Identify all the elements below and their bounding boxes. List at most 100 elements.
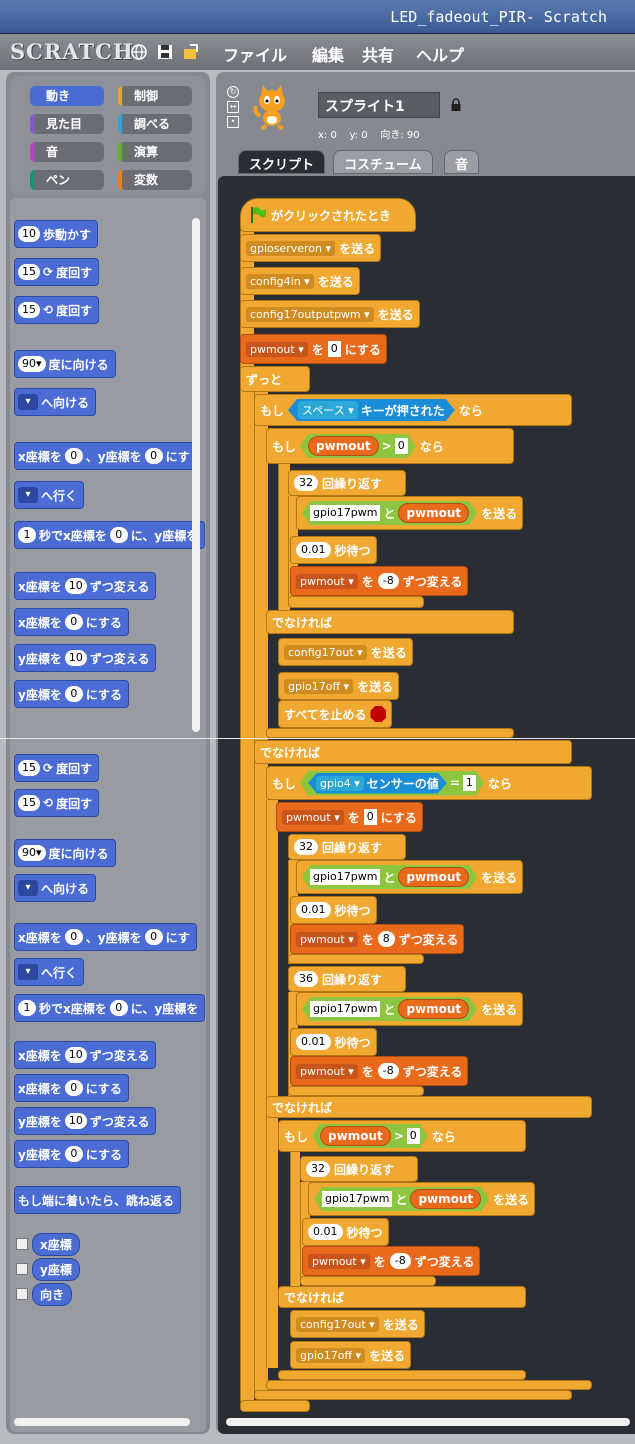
sensor-value-reporter[interactable]: gpio4 ▾ センサーの値 [308, 773, 447, 794]
forever-block[interactable]: ずっと [240, 366, 310, 392]
rotate-icon[interactable]: ↻ [227, 86, 239, 98]
sprite-thumbnail[interactable] [250, 84, 296, 130]
sprite-name-field[interactable]: スプライト1 [318, 92, 440, 118]
variable-dropdown[interactable]: pwmout ▾ [296, 931, 358, 947]
pwmout-reporter[interactable]: pwmout [398, 503, 469, 523]
steps-input[interactable]: 10 [18, 226, 40, 242]
palette-change-x-block[interactable]: x座標を 10 ずつ変える [14, 572, 157, 600]
no-rotate-icon[interactable]: • [227, 116, 239, 128]
broadcast-join-block[interactable]: gpio17pwm と pwmout を送る [308, 1182, 536, 1216]
palette-hscrollbar[interactable] [14, 1418, 190, 1426]
x-input[interactable]: 0 [64, 929, 83, 945]
seconds-input[interactable]: 1 [18, 1000, 36, 1016]
variable-dropdown[interactable]: pwmout ▾ [308, 1253, 370, 1269]
target-dropdown[interactable]: ▾ [18, 487, 38, 503]
sensor-dropdown[interactable]: gpio4 ▾ [316, 776, 364, 791]
palette-point-towards-block[interactable]: ▾ へ向ける [14, 388, 97, 416]
value-input[interactable]: 0 [327, 341, 341, 357]
value-input[interactable]: 0 [363, 809, 377, 825]
palette-goto-block[interactable]: ▾ へ行く [14, 958, 85, 986]
set-pwmout-block[interactable]: pwmout ▾ を 0 にする [276, 802, 423, 832]
seconds-input[interactable]: 0.01 [296, 542, 331, 558]
broadcast-join-block[interactable]: gpio17pwm と pwmout を送る [296, 496, 524, 530]
category-operators[interactable]: 演算 [118, 142, 192, 162]
category-motion[interactable]: 動き [30, 86, 104, 106]
repeat-count-input[interactable]: 32 [294, 839, 318, 855]
if-pwmout-gt-block[interactable]: もし pwmout >0 なら [278, 1120, 526, 1152]
value-input[interactable]: 0 [64, 686, 83, 702]
variable-dropdown[interactable]: pwmout ▾ [246, 341, 308, 357]
palette-move-block[interactable]: 10 歩動かす [14, 220, 99, 248]
broadcast-gpio17off[interactable]: gpio17off ▾ を送る [290, 1341, 412, 1369]
category-sensing[interactable]: 調べる [118, 114, 192, 134]
value-input[interactable]: 1 [463, 775, 476, 791]
broadcast-join-block[interactable]: gpio17pwm と pwmout を送る [296, 860, 524, 894]
key-dropdown[interactable]: スペース ▾ [298, 401, 358, 419]
xpos-reporter[interactable]: x座標 [32, 1233, 80, 1256]
repeat-32-block[interactable]: 32 回繰り返す [300, 1156, 418, 1182]
join-operator[interactable]: gpio17pwm と pwmout [302, 501, 477, 525]
message-dropdown[interactable]: config17out ▾ [284, 644, 367, 660]
repeat-count-input[interactable]: 36 [294, 971, 318, 987]
amount-input[interactable]: 10 [64, 1047, 87, 1063]
menu-file[interactable]: ファイル [223, 46, 288, 65]
join-text-input[interactable]: gpio17pwm [310, 869, 380, 885]
value-input[interactable]: 0 [64, 1146, 83, 1162]
x-input[interactable]: 0 [109, 527, 128, 543]
category-looks[interactable]: 見た目 [30, 114, 104, 134]
change-pwmout-block[interactable]: pwmout ▾ を -8 ずつ変える [290, 1056, 469, 1086]
target-dropdown[interactable]: ▾ [18, 880, 38, 896]
x-input[interactable]: 0 [64, 448, 83, 464]
amount-input[interactable]: 10 [64, 650, 87, 666]
share-icon[interactable] [182, 43, 200, 61]
palette-goto-block[interactable]: ▾ へ行く [14, 481, 85, 509]
flip-icon[interactable]: ↔ [227, 101, 239, 113]
change-pwmout-block[interactable]: pwmout ▾ を -8 ずつ変える [290, 566, 469, 596]
broadcast-join-block[interactable]: gpio17pwm と pwmout を送る [296, 992, 524, 1026]
join-text-input[interactable]: gpio17pwm [310, 1001, 380, 1017]
join-operator[interactable]: gpio17pwm と pwmout [302, 997, 477, 1021]
target-dropdown[interactable]: ▾ [18, 964, 38, 980]
category-pen[interactable]: ペン [30, 170, 104, 190]
lock-icon[interactable] [450, 98, 462, 112]
y-input[interactable]: 0 [144, 929, 163, 945]
category-control[interactable]: 制御 [118, 86, 192, 106]
palette-turn-cw-block[interactable]: 15 ⟳ 度回す [14, 754, 100, 782]
value-input[interactable]: 0 [64, 614, 83, 630]
broadcast-config4in[interactable]: config4in ▾ を送る [240, 267, 360, 295]
greater-than-condition[interactable]: pwmout >0 [300, 434, 416, 458]
x-input[interactable]: 0 [109, 1000, 128, 1016]
palette-set-x-block[interactable]: x座標を 0 にする [14, 608, 129, 636]
palette-set-y-block[interactable]: y座標を 0 にする [14, 680, 129, 708]
palette-point-direction-block[interactable]: 90▾ 度に向ける [14, 350, 116, 378]
variable-dropdown[interactable]: pwmout ▾ [296, 1063, 358, 1079]
menu-edit[interactable]: 編集 [312, 46, 345, 65]
join-operator[interactable]: gpio17pwm と pwmout [302, 865, 477, 889]
message-dropdown[interactable]: config4in ▾ [246, 273, 314, 289]
palette-set-y-block[interactable]: y座標を 0 にする [14, 1140, 129, 1168]
palette-goto-xy-block[interactable]: x座標を 0 、y座標を 0 にす [14, 442, 197, 470]
pwmout-reporter[interactable]: pwmout [320, 1126, 391, 1146]
script-hscrollbar[interactable] [226, 1418, 630, 1426]
join-operator[interactable]: gpio17pwm と pwmout [314, 1187, 489, 1211]
wait-block[interactable]: 0.01 秒待つ [290, 896, 377, 924]
repeat-32-block[interactable]: 32 回繰り返す [288, 470, 406, 496]
value-input[interactable]: 0 [407, 1128, 420, 1144]
tab-sounds[interactable]: 音 [444, 150, 480, 174]
message-dropdown[interactable]: gpio17off ▾ [296, 1347, 366, 1363]
palette-point-direction-block[interactable]: 90▾ 度に向ける [14, 839, 116, 867]
when-flag-clicked-block[interactable]: がクリックされたとき [240, 198, 416, 232]
palette-change-y-block[interactable]: y座標を 10 ずつ変える [14, 644, 157, 672]
pwmout-reporter[interactable]: pwmout [398, 999, 469, 1019]
join-text-input[interactable]: gpio17pwm [322, 1191, 392, 1207]
tab-scripts[interactable]: スクリプト [238, 150, 326, 174]
degrees-input[interactable]: 15 [18, 795, 40, 811]
amount-input[interactable]: -8 [389, 1253, 411, 1269]
broadcast-config17out[interactable]: config17out ▾ を送る [278, 638, 413, 666]
seconds-input[interactable]: 0.01 [308, 1224, 343, 1240]
y-input[interactable]: 0 [144, 448, 163, 464]
message-dropdown[interactable]: config17outputpwm ▾ [246, 306, 374, 322]
repeat-36-block[interactable]: 36 回繰り返す [288, 966, 406, 992]
key-pressed-condition[interactable]: スペース ▾ キーが押された [288, 399, 455, 421]
wait-block[interactable]: 0.01 秒待つ [290, 1028, 377, 1056]
